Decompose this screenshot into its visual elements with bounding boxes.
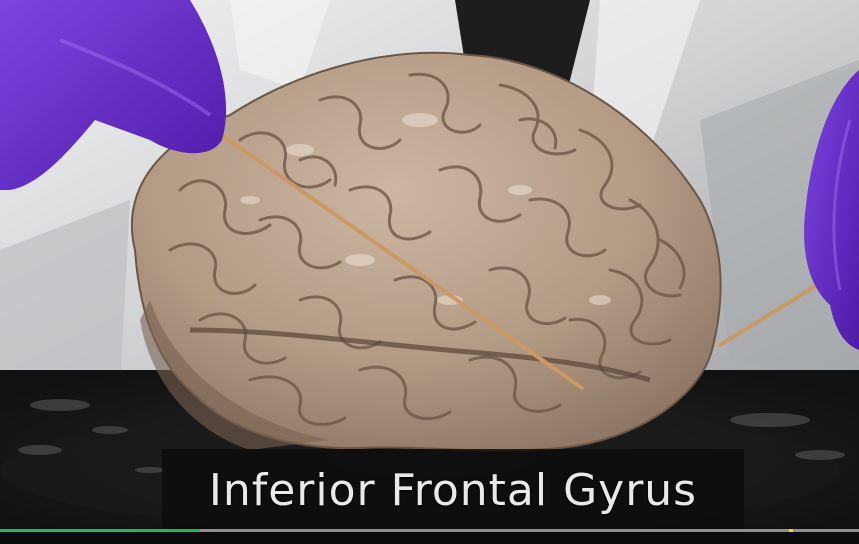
progress-played <box>0 529 201 532</box>
bottom-strip <box>0 532 859 544</box>
caption-box: Inferior Frontal Gyrus <box>162 449 744 531</box>
video-caption: Inferior Frontal Gyrus <box>208 464 698 516</box>
gloved-hand-right <box>804 70 859 350</box>
wooden-pointer-left <box>220 133 584 390</box>
video-progress-bar[interactable] <box>0 529 859 532</box>
gloved-hand-left <box>0 0 227 190</box>
wooden-pointer-right <box>718 274 834 347</box>
brain-specimen <box>130 51 722 452</box>
progress-marker <box>788 529 793 532</box>
